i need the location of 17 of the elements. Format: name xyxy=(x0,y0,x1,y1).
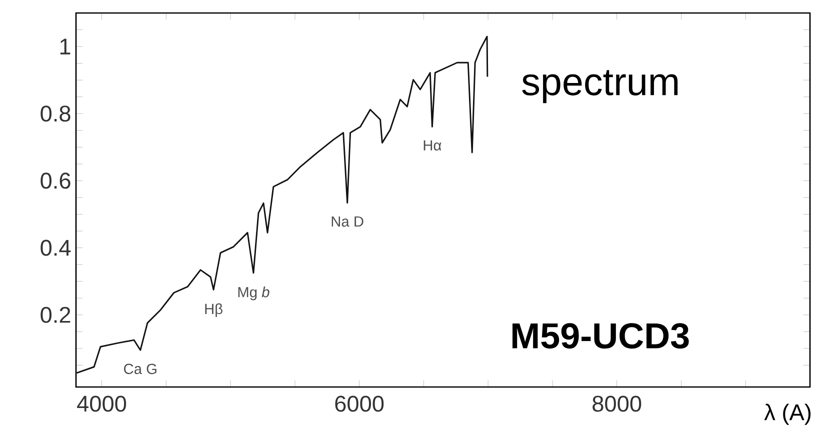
y-tick-label: 0.8 xyxy=(40,106,70,122)
text: M59-UCD3 xyxy=(512,323,689,349)
x-axis-title: λ (A) xyxy=(764,404,811,425)
annotation: Hβ xyxy=(205,303,222,317)
y-tick-label: 1 xyxy=(60,38,70,54)
annotation: Hα xyxy=(424,140,442,151)
annotation: spectrum xyxy=(522,70,678,104)
x-tick-label: 6000 xyxy=(335,396,384,412)
annotation: Ca G xyxy=(124,364,156,374)
y-tick-label: 0.4 xyxy=(40,240,71,256)
annotation: Na D xyxy=(332,216,364,227)
line-series xyxy=(76,36,488,374)
y-tick-label: 0.6 xyxy=(40,172,70,189)
annotation: Mg b xyxy=(238,286,270,300)
x-tick-label: 8000 xyxy=(592,396,642,412)
y-tick-label: 0.2 xyxy=(40,306,70,323)
x-tick-label: 4000 xyxy=(77,396,126,412)
